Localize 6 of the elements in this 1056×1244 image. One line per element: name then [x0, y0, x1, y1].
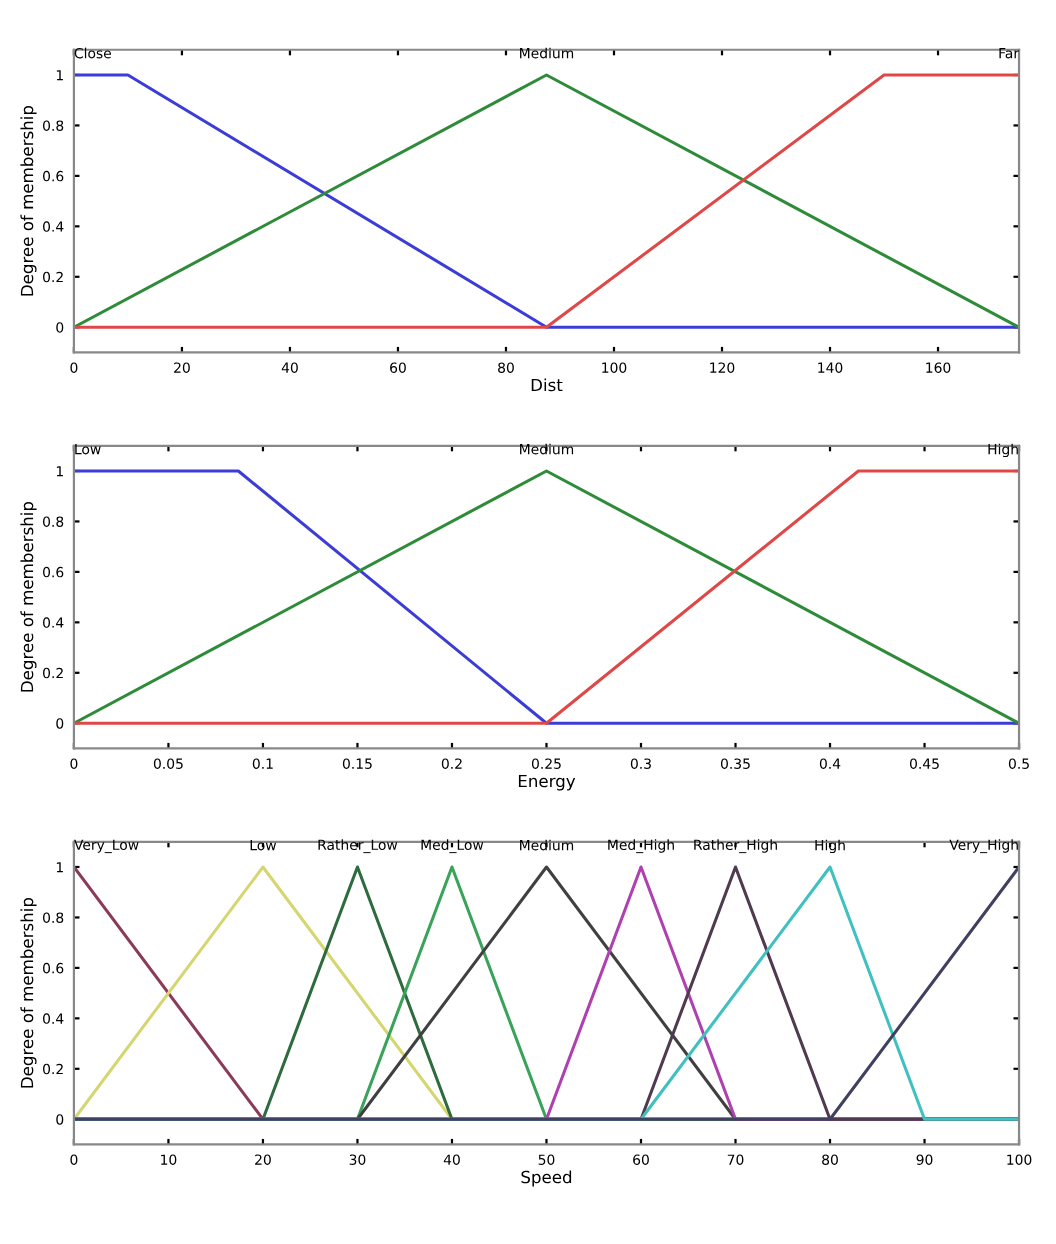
- y-axis-title: Degree of membership: [20, 501, 37, 692]
- y-axis-title: Degree of membership: [20, 897, 37, 1088]
- x-axis-title: Dist: [531, 378, 563, 392]
- x-axis-title: Speed: [521, 1170, 572, 1187]
- x-axis-title: Energy: [518, 774, 576, 791]
- y-axis-title: Degree of membership: [20, 105, 37, 296]
